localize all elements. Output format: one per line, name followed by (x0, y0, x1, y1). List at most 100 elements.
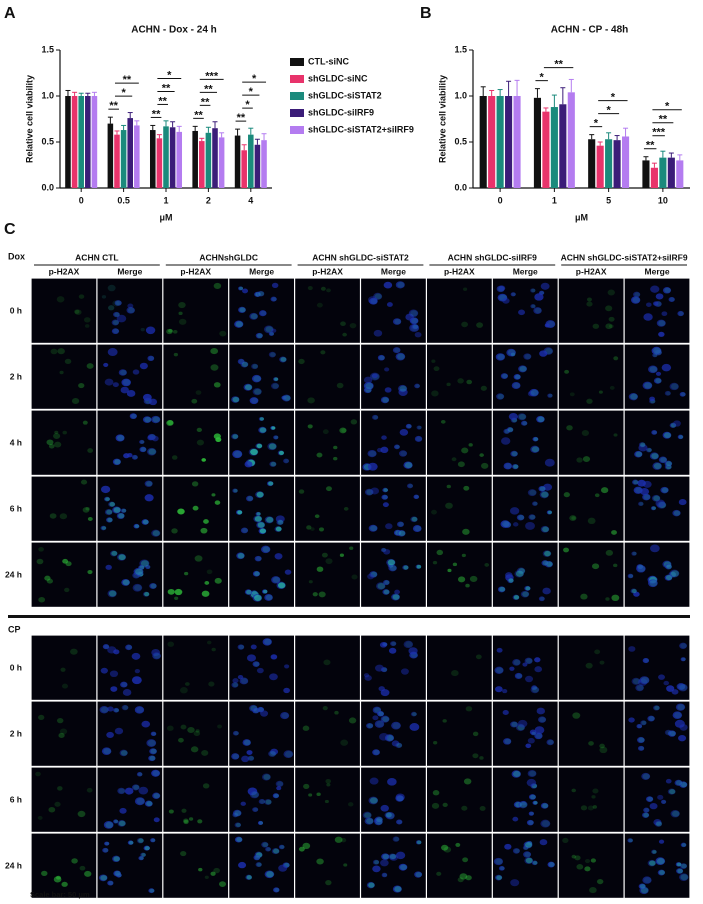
nucleus (538, 596, 545, 602)
nucleus (264, 799, 272, 806)
nucleus (261, 545, 271, 554)
nucleus (377, 354, 385, 361)
foci (442, 719, 447, 723)
foci (343, 506, 349, 511)
foci (563, 492, 570, 498)
foci (497, 393, 504, 400)
foci (48, 443, 55, 449)
foci (269, 751, 276, 757)
nucleus (151, 529, 161, 537)
foci (584, 858, 591, 864)
nucleus (106, 517, 113, 523)
foci (139, 856, 144, 860)
nucleus (408, 647, 418, 655)
nucleus (139, 446, 147, 453)
nucleus (240, 801, 246, 806)
nucleus (98, 874, 108, 882)
nucleus (381, 435, 387, 440)
nucleus (99, 706, 109, 714)
significance-label: * (249, 86, 254, 98)
nucleus (510, 450, 518, 457)
nucleus (648, 579, 658, 588)
foci (280, 357, 287, 362)
nucleus (544, 458, 555, 467)
micrograph (295, 278, 360, 343)
nucleus (110, 686, 118, 692)
foci (609, 385, 615, 390)
nucleus (381, 872, 388, 878)
foci (326, 288, 331, 293)
foci (386, 812, 395, 819)
foci (542, 560, 549, 566)
foci (253, 807, 259, 812)
foci (274, 435, 279, 440)
nucleus (103, 362, 109, 367)
foci (529, 514, 536, 520)
bar (156, 138, 163, 188)
foci (525, 857, 533, 864)
bar (542, 111, 550, 188)
foci (307, 424, 313, 429)
row-label: 2 h (10, 728, 22, 738)
nucleus (517, 413, 527, 421)
nucleus (388, 647, 397, 654)
foci (121, 682, 128, 687)
foci (211, 493, 216, 497)
foci (652, 850, 657, 854)
foci (396, 743, 402, 748)
micrograph (31, 344, 97, 409)
nucleus (539, 350, 548, 357)
foci (254, 388, 262, 395)
significance-label: ** (152, 108, 161, 120)
nucleus (380, 859, 389, 867)
foci (145, 481, 153, 487)
nucleus (410, 516, 418, 523)
nucleus (396, 819, 403, 825)
foci (594, 493, 600, 498)
nucleus (149, 748, 157, 755)
legend-swatch (290, 109, 304, 117)
nucleus (627, 838, 633, 843)
nucleus (495, 353, 506, 361)
foci (367, 723, 373, 729)
foci (469, 575, 478, 582)
micrograph (427, 833, 492, 898)
nucleus (369, 777, 379, 785)
nucleus (379, 733, 389, 741)
nucleus (539, 839, 548, 846)
nucleus (655, 293, 664, 300)
foci (320, 286, 326, 291)
nucleus (144, 480, 153, 487)
foci (584, 866, 591, 872)
foci (433, 741, 438, 745)
foci (648, 860, 656, 866)
foci (451, 457, 457, 462)
foci (661, 487, 669, 493)
foci (457, 576, 466, 583)
nucleus (112, 382, 119, 388)
foci (394, 318, 401, 325)
nucleus (237, 644, 245, 650)
nucleus (234, 320, 244, 328)
foci (455, 842, 461, 847)
foci (78, 382, 85, 389)
foci (376, 817, 383, 823)
foci (100, 706, 109, 713)
foci (316, 792, 321, 797)
nucleus (368, 796, 379, 805)
nucleus (650, 506, 656, 511)
nucleus (271, 848, 280, 855)
nucleus (642, 812, 650, 818)
nucleus (385, 812, 395, 820)
row-label: 0 h (10, 305, 22, 315)
foci (279, 845, 285, 849)
foci (463, 485, 470, 491)
nucleus (495, 874, 503, 881)
group-header: ACHNshGLDC (199, 252, 258, 262)
foci (259, 417, 264, 421)
foci (262, 842, 269, 848)
foci (544, 550, 551, 557)
nucleus (653, 819, 662, 826)
foci (324, 799, 329, 804)
bar (212, 128, 218, 188)
